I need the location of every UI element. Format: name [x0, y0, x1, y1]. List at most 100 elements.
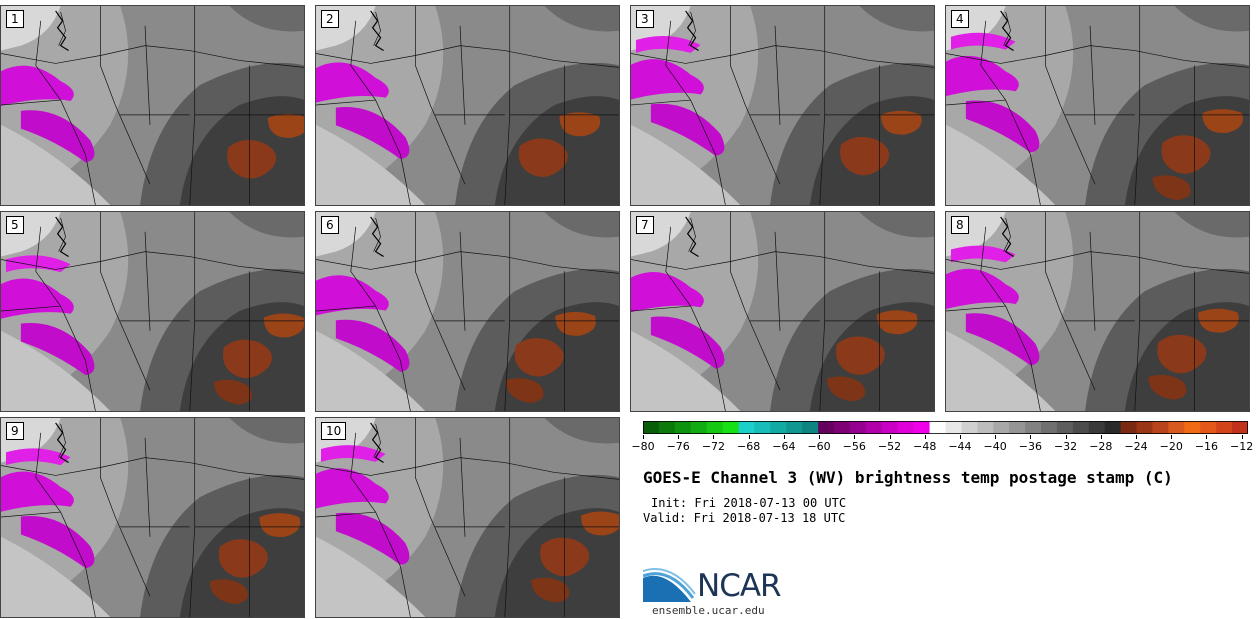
stamp-panel-2: 2: [315, 5, 620, 206]
state-border: [189, 114, 196, 205]
state-border: [504, 320, 511, 411]
warm-patch: [555, 311, 597, 336]
colorbar-bin: [674, 421, 692, 434]
state-border: [1044, 212, 1096, 391]
state-border: [99, 212, 151, 391]
cold-cloud: [650, 103, 725, 156]
state-border: [1, 45, 304, 68]
warm-patch: [505, 378, 544, 403]
colorbar-tick-label: −32: [1053, 440, 1078, 453]
colorbar-bin: [1168, 421, 1185, 434]
colorbar-bin: [1104, 421, 1122, 434]
dry-band: [631, 124, 741, 205]
cold-cloud: [965, 313, 1040, 366]
stamp-panel-1: 1: [0, 5, 305, 206]
cold-cloud: [20, 516, 95, 569]
state-border: [980, 226, 1041, 411]
colorbar-tick-mark: [995, 435, 997, 439]
state-border: [58, 11, 66, 46]
dark-north: [859, 6, 934, 32]
warm-patch: [263, 313, 304, 338]
warm-patch: [531, 577, 570, 603]
dry-band: [1, 536, 111, 617]
cold-cloud: [5, 255, 71, 273]
state-border: [665, 20, 726, 205]
colorbar-bin: [1152, 421, 1169, 434]
colorbar-bin: [993, 421, 1010, 434]
cold-cloud: [631, 59, 704, 100]
colorbar-bin: [1216, 421, 1233, 434]
colorbar-tick-label: −44: [948, 440, 972, 453]
warm-patch: [880, 110, 922, 135]
colorbar-tick-mark: [959, 435, 961, 439]
colorbar-bin: [945, 421, 963, 434]
warm-patch: [827, 376, 866, 402]
colorbar-bin: [1088, 421, 1106, 434]
coastline: [55, 422, 69, 464]
colorbar-tick-label: −24: [1124, 440, 1148, 453]
logo-url: ensemble.ucar.edu: [652, 604, 765, 617]
cold-cloud: [1, 278, 74, 319]
dry-band: [316, 330, 426, 411]
dark-north: [544, 418, 619, 444]
state-border: [1134, 320, 1141, 411]
warm-patch: [222, 339, 272, 379]
state-border: [414, 212, 466, 391]
state-border: [99, 418, 151, 597]
colorbar-bin: [1056, 421, 1074, 434]
cold-cloud: [335, 106, 410, 160]
colorbar-tick-mark: [678, 435, 680, 439]
dry-band: [316, 124, 426, 205]
colorbar-tick-label: −72: [701, 440, 726, 453]
dry-band: [1, 124, 111, 205]
colorbar-tick-mark: [643, 435, 644, 439]
cold-cloud: [335, 319, 410, 372]
coastline: [370, 10, 384, 52]
colorbar-bin: [1120, 421, 1138, 434]
state-border: [350, 432, 411, 617]
colorbar-tick-mark: [1030, 435, 1032, 439]
init-time: Init: Fri 2018-07-13 00 UTC: [651, 496, 847, 510]
colorbar-bin: [658, 421, 676, 434]
stamp-panel-4: 4: [945, 5, 1250, 206]
stamp-panel-8: 8: [945, 211, 1250, 412]
warm-patch: [209, 579, 248, 605]
stamp-panel-6: 6: [315, 211, 620, 412]
state-border: [144, 437, 151, 537]
state-border: [729, 212, 781, 391]
dark-north: [229, 212, 304, 238]
warm-patch: [1152, 175, 1191, 201]
colorbar-bin: [1232, 421, 1248, 434]
warm-patch: [218, 539, 268, 578]
colorbar-bin: [849, 421, 867, 434]
warm-patch: [518, 138, 568, 177]
warm-patch: [876, 310, 918, 335]
state-border: [1003, 11, 1011, 46]
state-border: [819, 114, 826, 205]
colorbar-tick-mark: [1136, 435, 1137, 439]
colorbar-tick-mark: [889, 435, 891, 439]
colorbar-tick-mark: [748, 435, 750, 439]
colorbar-bin: [834, 421, 851, 434]
coastline: [370, 422, 384, 464]
colorbar-bin: [881, 421, 899, 434]
panel-number: 4: [951, 10, 969, 28]
cold-cloud: [316, 275, 389, 316]
dark-north: [229, 418, 304, 444]
panel-number: 6: [321, 216, 339, 234]
state-border: [946, 251, 1249, 274]
colorbar-bin: [1009, 421, 1026, 434]
dark-north: [859, 212, 934, 238]
colorbar-bin: [786, 421, 803, 434]
warm-patch: [1161, 135, 1211, 174]
colorbar-bin: [1041, 421, 1058, 434]
colorbar-bin: [802, 421, 819, 434]
colorbar-bin: [929, 421, 947, 434]
colorbar-bin: [913, 421, 931, 434]
cold-cloud: [965, 100, 1040, 153]
state-border: [58, 217, 66, 252]
state-border: [1, 99, 61, 106]
state-border: [194, 418, 304, 528]
colorbar-bin: [865, 421, 883, 434]
colorbar-tick-mark: [854, 435, 856, 439]
